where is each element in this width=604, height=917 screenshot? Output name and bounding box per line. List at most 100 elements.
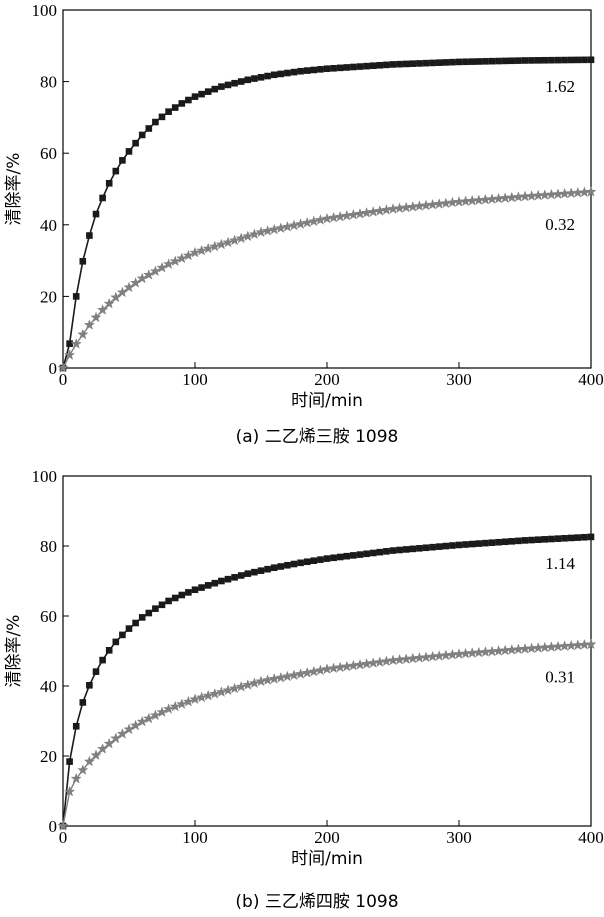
series-label: 1.62	[545, 77, 575, 96]
data-point	[446, 196, 459, 208]
data-point	[554, 535, 562, 542]
x-tick-label: 200	[314, 370, 340, 389]
data-point	[369, 549, 377, 557]
data-point	[156, 261, 168, 273]
data-point	[222, 684, 234, 696]
data-point	[70, 338, 82, 349]
data-point	[336, 553, 344, 561]
data-point	[587, 56, 595, 64]
data-point	[574, 56, 582, 64]
y-tick-label: 20	[40, 287, 57, 306]
data-point	[574, 534, 582, 541]
data-point	[501, 57, 509, 65]
data-point	[310, 557, 318, 564]
data-point	[242, 230, 254, 242]
data-point	[495, 57, 502, 65]
data-point	[169, 700, 181, 712]
data-point	[103, 297, 115, 309]
data-point	[435, 543, 443, 550]
y-tick-label: 0	[49, 817, 58, 836]
data-point	[171, 594, 179, 602]
data-point	[407, 200, 419, 212]
data-point	[407, 652, 419, 664]
series-line	[62, 536, 592, 827]
data-point	[561, 56, 568, 64]
data-point	[501, 538, 509, 546]
data-point	[541, 56, 549, 64]
data-point	[237, 78, 245, 85]
data-point	[383, 548, 390, 555]
data-point	[248, 228, 261, 240]
data-point	[277, 563, 285, 570]
data-point	[393, 653, 406, 665]
data-point	[248, 677, 261, 689]
data-point	[343, 64, 351, 71]
y-tick-label: 100	[32, 467, 58, 486]
data-point	[251, 568, 258, 576]
data-point	[83, 755, 96, 767]
data-point	[409, 545, 417, 553]
data-point	[162, 703, 175, 714]
data-point	[90, 749, 102, 761]
data-point	[119, 157, 126, 164]
data-point	[442, 59, 450, 66]
data-point	[92, 668, 100, 675]
data-point	[383, 61, 390, 69]
x-tick-label: 200	[314, 828, 340, 847]
data-point	[429, 59, 436, 67]
data-point	[129, 719, 142, 731]
data-point	[409, 60, 417, 67]
data-point	[585, 185, 597, 197]
data-point	[79, 258, 87, 265]
data-point	[92, 210, 100, 218]
data-point	[426, 650, 439, 662]
data-point	[561, 535, 568, 542]
data-point	[310, 66, 318, 74]
data-point	[488, 539, 496, 546]
data-point	[66, 340, 73, 347]
data-point	[132, 619, 139, 627]
data-point	[209, 240, 221, 252]
data-point	[191, 586, 199, 594]
data-point	[125, 148, 133, 155]
data-point	[420, 199, 432, 211]
x-tick-label: 0	[59, 370, 68, 389]
data-point	[158, 601, 166, 609]
data-point	[145, 609, 153, 617]
data-point	[90, 311, 102, 323]
data-point	[86, 232, 93, 239]
data-point	[303, 67, 311, 74]
data-point	[211, 85, 219, 93]
data-point	[508, 538, 516, 545]
data-point	[235, 680, 247, 692]
data-point	[143, 712, 155, 724]
y-axis-label: 清除率/%	[4, 153, 24, 226]
data-point	[284, 561, 291, 569]
data-point	[185, 589, 192, 596]
data-point	[284, 69, 291, 77]
data-point	[482, 539, 489, 547]
data-point	[215, 238, 228, 250]
chart-caption: (b) 三乙烯四胺 1098	[235, 892, 398, 912]
data-point	[363, 550, 370, 558]
data-point	[136, 272, 148, 284]
y-tick-label: 40	[40, 677, 57, 696]
data-point	[393, 202, 406, 214]
data-point	[224, 81, 232, 89]
data-point	[317, 66, 324, 73]
chart-b: 0 100 200 300 400 0 20 40 60 80 100 时间/min 清除率/% (b) …	[4, 467, 604, 912]
data-point	[152, 118, 159, 126]
data-point	[235, 232, 247, 244]
data-point	[195, 691, 208, 703]
data-point	[178, 591, 186, 599]
data-point	[455, 58, 463, 66]
data-point	[176, 698, 188, 710]
data-point	[541, 536, 549, 543]
data-point	[389, 61, 397, 68]
data-point	[548, 56, 555, 64]
data-point	[548, 535, 555, 543]
data-point	[400, 653, 412, 665]
data-point	[165, 108, 172, 115]
data-point	[422, 544, 430, 552]
data-point	[330, 554, 337, 562]
